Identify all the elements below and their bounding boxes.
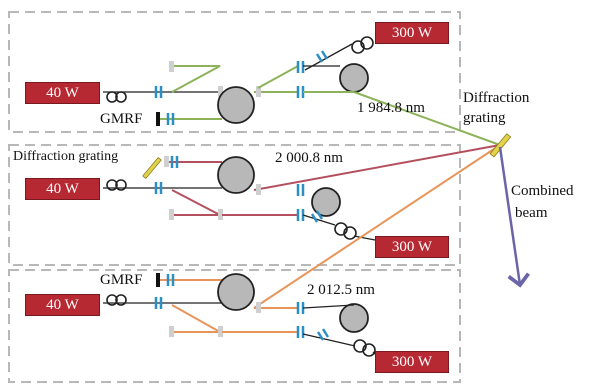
mirror-icon bbox=[169, 326, 174, 337]
fiber-coil-icon bbox=[106, 179, 127, 191]
mirror-icon bbox=[169, 61, 174, 72]
mirror-icon bbox=[256, 184, 261, 195]
gmrf-filter-icon bbox=[156, 273, 160, 287]
amplifier-power-box: 300 W bbox=[375, 22, 449, 44]
fiber-coupler-icon bbox=[154, 182, 163, 194]
combining-diffraction-grating-icon bbox=[489, 133, 512, 158]
module-1 bbox=[103, 36, 501, 146]
mirror-icon bbox=[169, 209, 174, 220]
module-panel-1 bbox=[8, 11, 461, 133]
gain-fiber-spool-icon bbox=[217, 86, 255, 124]
fiber-coupler-icon bbox=[315, 50, 329, 63]
fiber-coupler-icon bbox=[316, 328, 330, 341]
fiber-coil-icon bbox=[106, 91, 127, 103]
fiber-coil-icon bbox=[106, 294, 127, 306]
wavelength-label: 1 984.8 nm bbox=[357, 100, 425, 116]
fiber-coupler-icon bbox=[154, 297, 163, 309]
seed-laser-power-box: 40 W bbox=[25, 294, 100, 316]
mirror-icon bbox=[218, 326, 223, 337]
mirror-icon bbox=[256, 86, 261, 97]
fiber-coupler-icon bbox=[310, 210, 324, 223]
mirror-icon bbox=[164, 156, 169, 167]
amplifier-spool-icon bbox=[339, 303, 369, 333]
combined-beam-label-line1: Combined bbox=[511, 183, 574, 199]
combining-grating-label-line2: grating bbox=[463, 110, 506, 126]
module-3 bbox=[103, 144, 501, 359]
combined-beam-label-line2: beam bbox=[515, 205, 548, 221]
module-2 bbox=[103, 144, 501, 241]
gain-fiber-spool-icon bbox=[217, 156, 255, 194]
gmrf-filter-icon bbox=[156, 112, 160, 126]
fiber-coupler-icon bbox=[154, 86, 163, 98]
combined-beam-arrow bbox=[498, 146, 530, 288]
seed-laser-power-box: 40 W bbox=[25, 82, 100, 104]
fiber-coil-icon bbox=[351, 36, 374, 54]
module-panel-2 bbox=[8, 144, 461, 266]
amplifier-spool-icon bbox=[339, 63, 369, 93]
gmrf-label: GMRF bbox=[100, 111, 143, 127]
amplifier-power-box: 300 W bbox=[375, 351, 449, 373]
combining-grating-label-line1: Diffraction bbox=[463, 90, 530, 106]
mirror-icon bbox=[218, 86, 223, 97]
wavelength-label: 2 000.8 nm bbox=[275, 150, 343, 166]
amplifier-power-box: 300 W bbox=[375, 236, 449, 258]
gain-fiber-spool-icon bbox=[217, 273, 255, 311]
seed-laser-power-box: 40 W bbox=[25, 178, 100, 200]
module-panel-3 bbox=[8, 269, 461, 383]
intracavity-grating-label: Diffraction grating bbox=[13, 149, 119, 164]
mirror-icon bbox=[218, 209, 223, 220]
amplifier-spool-icon bbox=[311, 187, 341, 217]
gmrf-label: GMRF bbox=[100, 272, 143, 288]
intracavity-diffraction-grating-icon bbox=[142, 156, 162, 180]
fiber-coil-icon bbox=[353, 339, 376, 357]
fiber-coil-icon bbox=[334, 222, 357, 240]
wavelength-label: 2 012.5 nm bbox=[307, 282, 375, 298]
mirror-icon bbox=[256, 302, 261, 313]
